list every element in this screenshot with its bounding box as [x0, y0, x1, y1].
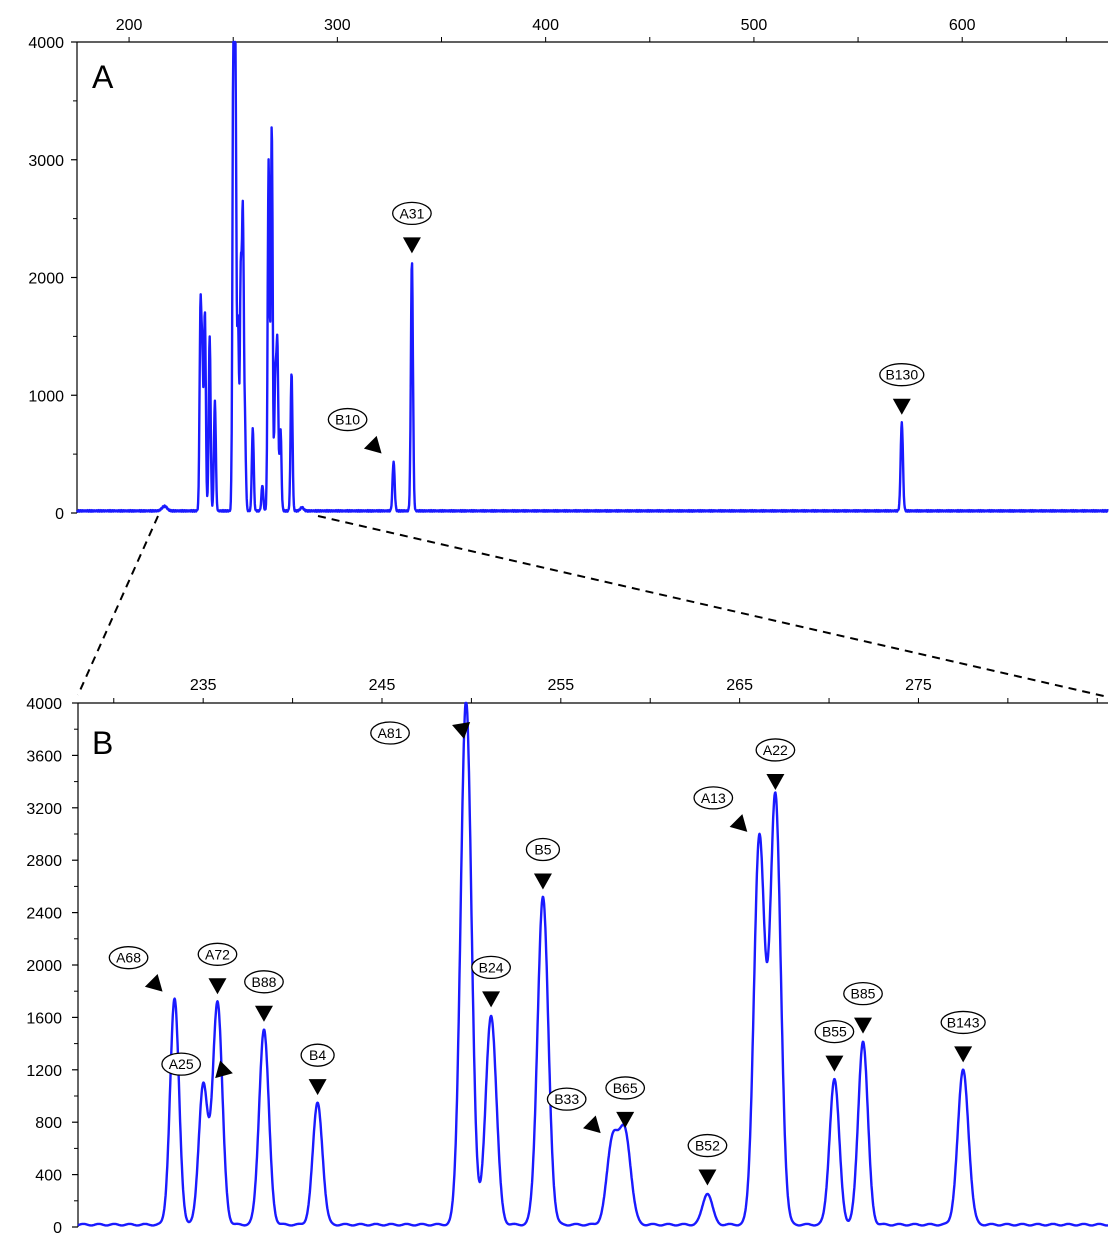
panel-b-peak-label-bubble: [300, 1043, 335, 1067]
panel-b-peak-label: B55: [822, 1024, 847, 1040]
panel-b-peak-label: B24: [479, 959, 504, 975]
panel-b-peak-label-bubble: [693, 786, 734, 810]
panel-b-letter: B: [92, 725, 113, 761]
panel-a-arrow-B10: [363, 435, 382, 454]
panel-b-peak-label-bubble: [370, 721, 410, 745]
panel-b-peak-label-bubble: [605, 1076, 646, 1100]
panel-a-peak-label-bubble: [392, 201, 432, 226]
panel-b-y-tick-label: 400: [35, 1168, 62, 1185]
panel-a-trace: [75, 40, 1109, 513]
panel-a-peak-label: B10: [335, 412, 360, 428]
panel-b-peak-label: B85: [851, 986, 876, 1002]
panel-b-y-tick-label: 3600: [26, 748, 62, 765]
panel-b-peak-label: A72: [205, 946, 230, 962]
panel-b-peak-label: A22: [763, 742, 788, 758]
panel-a-x-tick-label: 500: [741, 17, 768, 34]
panel-b-y-tick-label: 2000: [26, 958, 62, 975]
zoom-connector-left: [77, 515, 159, 696]
panel-b-arrow-B33: [582, 1115, 601, 1134]
panel-a-peak-label-bubble: [327, 407, 368, 432]
panel-b-peak-label: A25: [169, 1056, 194, 1072]
panel-b-x-tick-label: 245: [369, 677, 396, 694]
panel-b-peak-label: B143: [947, 1014, 980, 1030]
panel-b-arrow-B143: [954, 1046, 973, 1063]
panel-a-y-tick-label: 4000: [28, 35, 64, 52]
panel-b-chart: 0 400 800 1200 1600 2000 2400 2800 3200 3600 4000 2…: [26, 677, 1109, 1233]
panel-b-y-tick-label: 2400: [26, 906, 62, 923]
panel-a-y-tick-label: 2000: [28, 271, 64, 288]
panel-a-x-tick-label: 200: [116, 17, 143, 34]
panel-b-arrow-B4: [308, 1079, 327, 1096]
panel-b-y-tick-label: 0: [53, 1220, 62, 1233]
panel-b-peak-label-bubble: [546, 1087, 587, 1111]
panel-b-peak-label-bubble: [161, 1052, 202, 1076]
zoom-connector-right: [317, 515, 1109, 698]
panel-b-peak-label-bubble: [244, 970, 284, 994]
panel-a-peak-label-bubble: [879, 363, 925, 387]
panel-b-peak-label-bubble: [687, 1133, 728, 1158]
panel-b-y-tick-label: 2800: [26, 853, 62, 870]
panel-b-peak-label: B4: [309, 1047, 326, 1063]
panel-b-y-tick-label: 4000: [26, 696, 62, 713]
panel-b-peak-label-bubble: [525, 837, 561, 862]
panel-b-arrow-B52: [698, 1169, 717, 1186]
panel-b-arrow-A13: [729, 814, 748, 832]
panel-a-chart: 0 1000 2000 3000 4000 200 300 400 500 600 A A31 B10 B…: [28, 17, 1109, 523]
panel-b-arrow-A22: [766, 773, 785, 790]
panel-b-x-tick-label: 255: [547, 677, 574, 694]
panel-b-arrow-B65: [616, 1111, 635, 1128]
panel-b-arrow-A25: [215, 1060, 233, 1079]
panel-a-y-tick-label: 3000: [28, 153, 64, 170]
panel-b-peak-label: A68: [116, 950, 141, 966]
panel-a-x-tick-label: 600: [949, 17, 976, 34]
panel-b-y-tick-label: 800: [35, 1115, 62, 1132]
panel-b-y-tick-label: 1600: [26, 1010, 62, 1027]
panel-a-peak-label: A31: [399, 205, 424, 221]
panel-b-peak-label: B5: [534, 842, 551, 858]
panel-b-peak-label-bubble: [755, 738, 796, 762]
panel-b-arrow-A68: [144, 974, 163, 992]
panel-b-peak-label: B33: [554, 1091, 579, 1107]
panel-b-x-tick-label: 275: [905, 677, 932, 694]
panel-b-peak-label: A81: [378, 725, 403, 741]
panel-b-peak-label: A13: [701, 790, 726, 806]
panel-b-x-tick-label: 235: [190, 677, 217, 694]
panel-b-y-tick-label: 1200: [26, 1063, 62, 1080]
panel-b-peak-label-bubble: [843, 981, 883, 1006]
panel-a-y-tick-label: 1000: [28, 388, 64, 405]
panel-a-peak-label: B130: [885, 367, 918, 383]
panel-a-x-tick-label: 400: [532, 17, 559, 34]
panel-b-peak-label-bubble: [814, 1019, 855, 1044]
panel-b-x-tick-label: 265: [726, 677, 753, 694]
panel-a-x-tick-label: 300: [324, 17, 351, 34]
panel-b-arrow-A72: [208, 978, 227, 995]
panel-b-trace: [77, 701, 1109, 1227]
panel-b-arrow-B24: [482, 991, 501, 1008]
panel-b-peak-label: B65: [613, 1080, 638, 1096]
panel-b-peak-label-bubble: [471, 955, 511, 980]
panel-b-peak-label-bubble: [197, 942, 238, 966]
panel-a-y-tick-label: 0: [55, 506, 64, 523]
panel-b-peak-label-bubble: [940, 1010, 986, 1035]
panel-b-arrow-B88: [254, 1005, 273, 1022]
panel-b-y-tick-label: 3200: [26, 801, 62, 818]
panel-b-arrow-B55: [825, 1055, 844, 1072]
panel-b-peak-label: B88: [252, 974, 277, 990]
panel-a-arrow-A31: [402, 237, 421, 254]
panel-b-arrow-B85: [854, 1017, 873, 1034]
panel-a-arrow-B130: [892, 398, 911, 415]
zoom-connector-lines: [77, 515, 1109, 698]
panel-b-arrow-A81: [452, 722, 471, 739]
panel-b-peak-label-bubble: [108, 946, 149, 970]
panel-b-arrow-B5: [533, 873, 552, 890]
panel-a-letter: A: [92, 59, 114, 95]
panel-b-peak-label: B52: [695, 1138, 720, 1154]
